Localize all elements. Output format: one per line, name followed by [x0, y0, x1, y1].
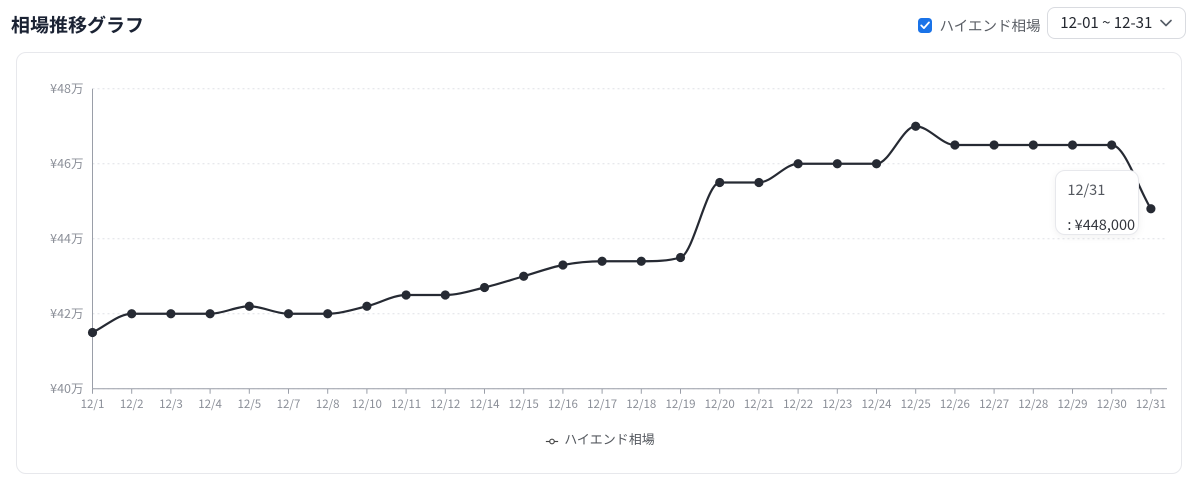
svg-text:12/8: 12/8 — [316, 396, 340, 412]
svg-text:12/28: 12/28 — [1018, 396, 1048, 412]
svg-text:12/22: 12/22 — [783, 396, 813, 412]
svg-text:12/31: 12/31 — [1136, 396, 1166, 412]
svg-text:12/1: 12/1 — [81, 396, 105, 412]
svg-text:12/26: 12/26 — [940, 396, 970, 412]
svg-text:12/12: 12/12 — [430, 396, 460, 412]
svg-text:¥44万: ¥44万 — [50, 228, 83, 247]
svg-text:12/27: 12/27 — [979, 396, 1009, 412]
svg-text:12/7: 12/7 — [277, 396, 301, 412]
svg-text:12/16: 12/16 — [548, 396, 578, 412]
svg-text:12/21: 12/21 — [744, 396, 774, 412]
svg-text:¥42万: ¥42万 — [50, 303, 83, 322]
svg-text:12/18: 12/18 — [626, 396, 656, 412]
svg-text:12/24: 12/24 — [861, 396, 892, 412]
svg-text:12/5: 12/5 — [237, 396, 261, 412]
svg-text:12/29: 12/29 — [1057, 396, 1087, 412]
svg-text:¥46万: ¥46万 — [50, 153, 83, 172]
svg-text:12/14: 12/14 — [469, 396, 500, 412]
svg-text:12/15: 12/15 — [509, 396, 539, 412]
svg-text:12/23: 12/23 — [822, 396, 852, 412]
svg-text:12/19: 12/19 — [665, 396, 695, 412]
svg-text:12/2: 12/2 — [120, 396, 144, 412]
svg-text:¥48万: ¥48万 — [50, 78, 83, 97]
svg-text:12/30: 12/30 — [1097, 396, 1127, 412]
svg-text:12/25: 12/25 — [901, 396, 931, 412]
svg-text:12/17: 12/17 — [587, 396, 617, 412]
svg-text:12/20: 12/20 — [705, 396, 735, 412]
svg-text:12/10: 12/10 — [352, 396, 382, 412]
svg-text:12/4: 12/4 — [198, 396, 222, 412]
svg-text:12/3: 12/3 — [159, 396, 183, 412]
svg-text:¥40万: ¥40万 — [50, 378, 83, 397]
svg-text:12/11: 12/11 — [391, 396, 421, 412]
